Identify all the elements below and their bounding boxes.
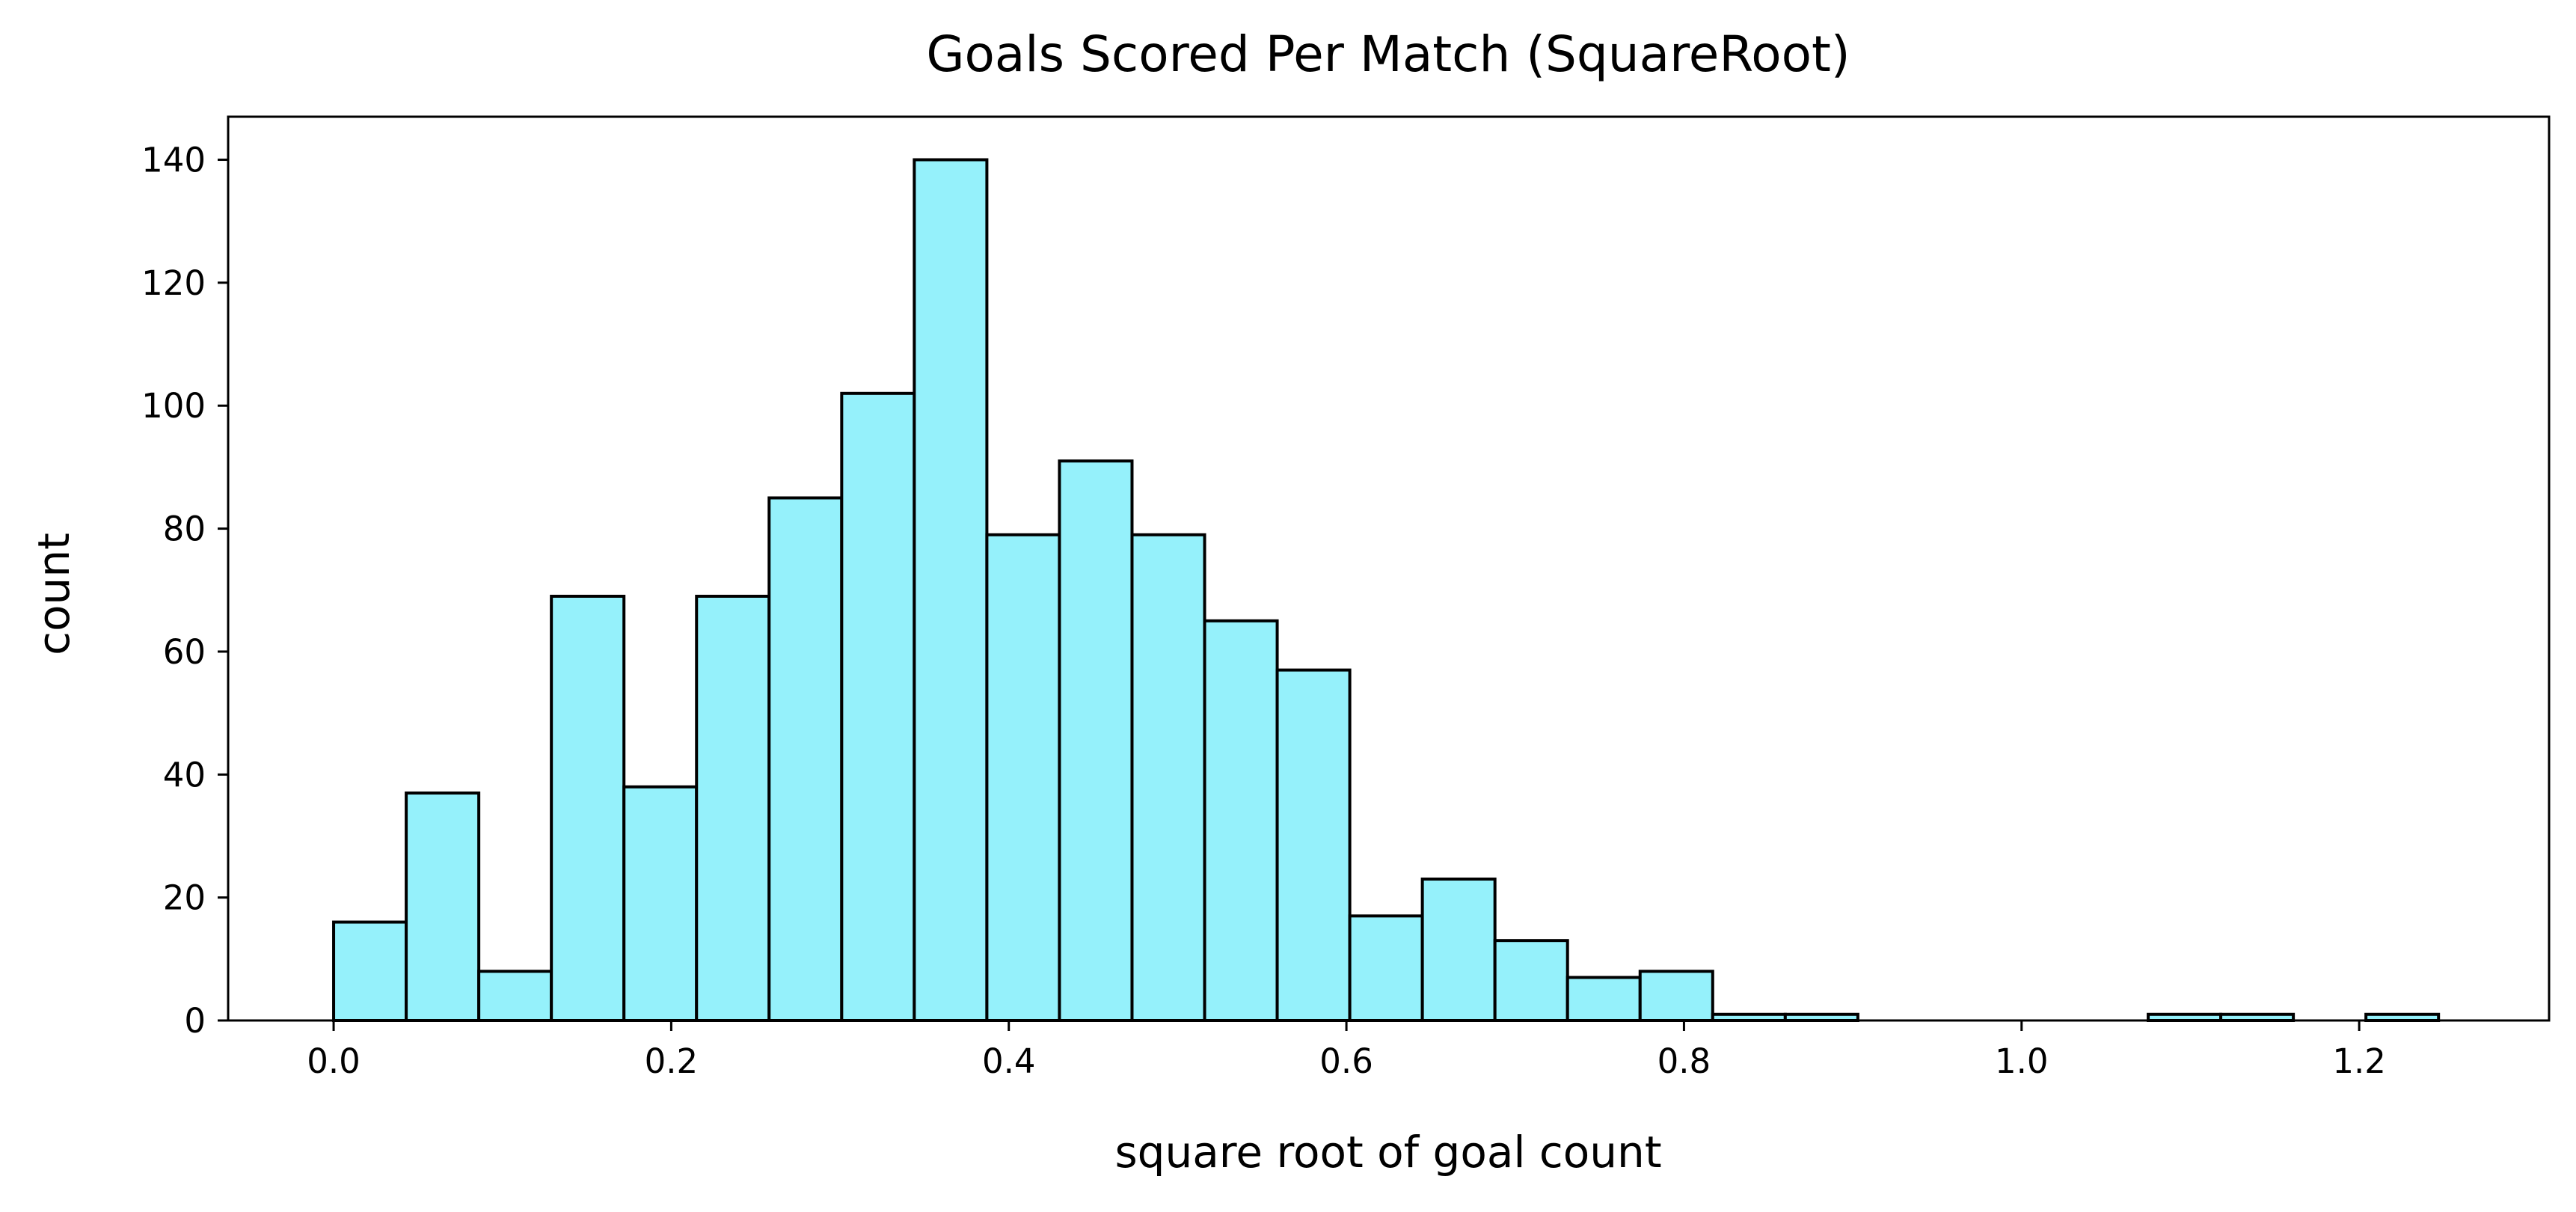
y-tick-label: 0 — [184, 1001, 206, 1041]
y-ticks-layer: 0 20 40 60 80 100 120 140 — [141, 141, 228, 1041]
y-tick-label: 120 — [141, 263, 206, 303]
histogram-bar-9 — [985, 533, 1061, 1022]
x-tick-label: 0.8 — [1657, 1041, 1711, 1081]
x-tick-label: 0.0 — [307, 1041, 361, 1081]
histogram-bar-4 — [622, 785, 699, 1022]
histogram-bar-6 — [767, 496, 844, 1022]
histogram-bar-16 — [1493, 939, 1569, 1023]
histogram-bar-11 — [1130, 533, 1206, 1022]
x-tick-label: 0.6 — [1319, 1041, 1373, 1081]
x-tick-label: 0.4 — [982, 1041, 1036, 1081]
plot-frame — [227, 115, 2551, 1022]
histogram-bar-13 — [1275, 668, 1352, 1023]
y-tick-label: 20 — [163, 878, 206, 918]
histogram-bar-1 — [405, 791, 481, 1022]
x-tick-label: 0.2 — [645, 1041, 699, 1081]
histogram-bar-2 — [477, 970, 553, 1023]
x-axis-label: square root of goal count — [1114, 1127, 1661, 1178]
histogram-bar-0 — [332, 920, 408, 1023]
histogram-bar-10 — [1058, 459, 1134, 1022]
histogram-bar-12 — [1203, 619, 1279, 1022]
histogram-bar-17 — [1565, 976, 1642, 1022]
chart-title: Goals Scored Per Match (SquareRoot) — [926, 25, 1850, 83]
x-tick-label: 1.2 — [2332, 1041, 2386, 1081]
histogram-bar-15 — [1420, 877, 1497, 1022]
x-ticks-layer: 0.0 0.2 0.4 0.6 0.8 1.0 1.2 — [307, 1020, 2386, 1081]
histogram-bar-18 — [1638, 970, 1714, 1023]
histogram-bar-3 — [550, 594, 626, 1022]
y-axis-label: count — [28, 533, 79, 655]
y-tick-label: 140 — [141, 141, 206, 180]
bars-layer — [332, 158, 2441, 1023]
histogram-bar-7 — [840, 391, 916, 1022]
y-tick-label: 60 — [163, 632, 206, 672]
histogram-bar-8 — [913, 158, 989, 1022]
histogram-bar-5 — [695, 594, 771, 1022]
y-tick-label: 40 — [163, 755, 206, 795]
y-tick-label: 100 — [141, 386, 206, 426]
y-tick-label: 80 — [163, 509, 206, 549]
x-tick-label: 1.0 — [1995, 1041, 2049, 1081]
histogram-bar-14 — [1348, 914, 1424, 1023]
